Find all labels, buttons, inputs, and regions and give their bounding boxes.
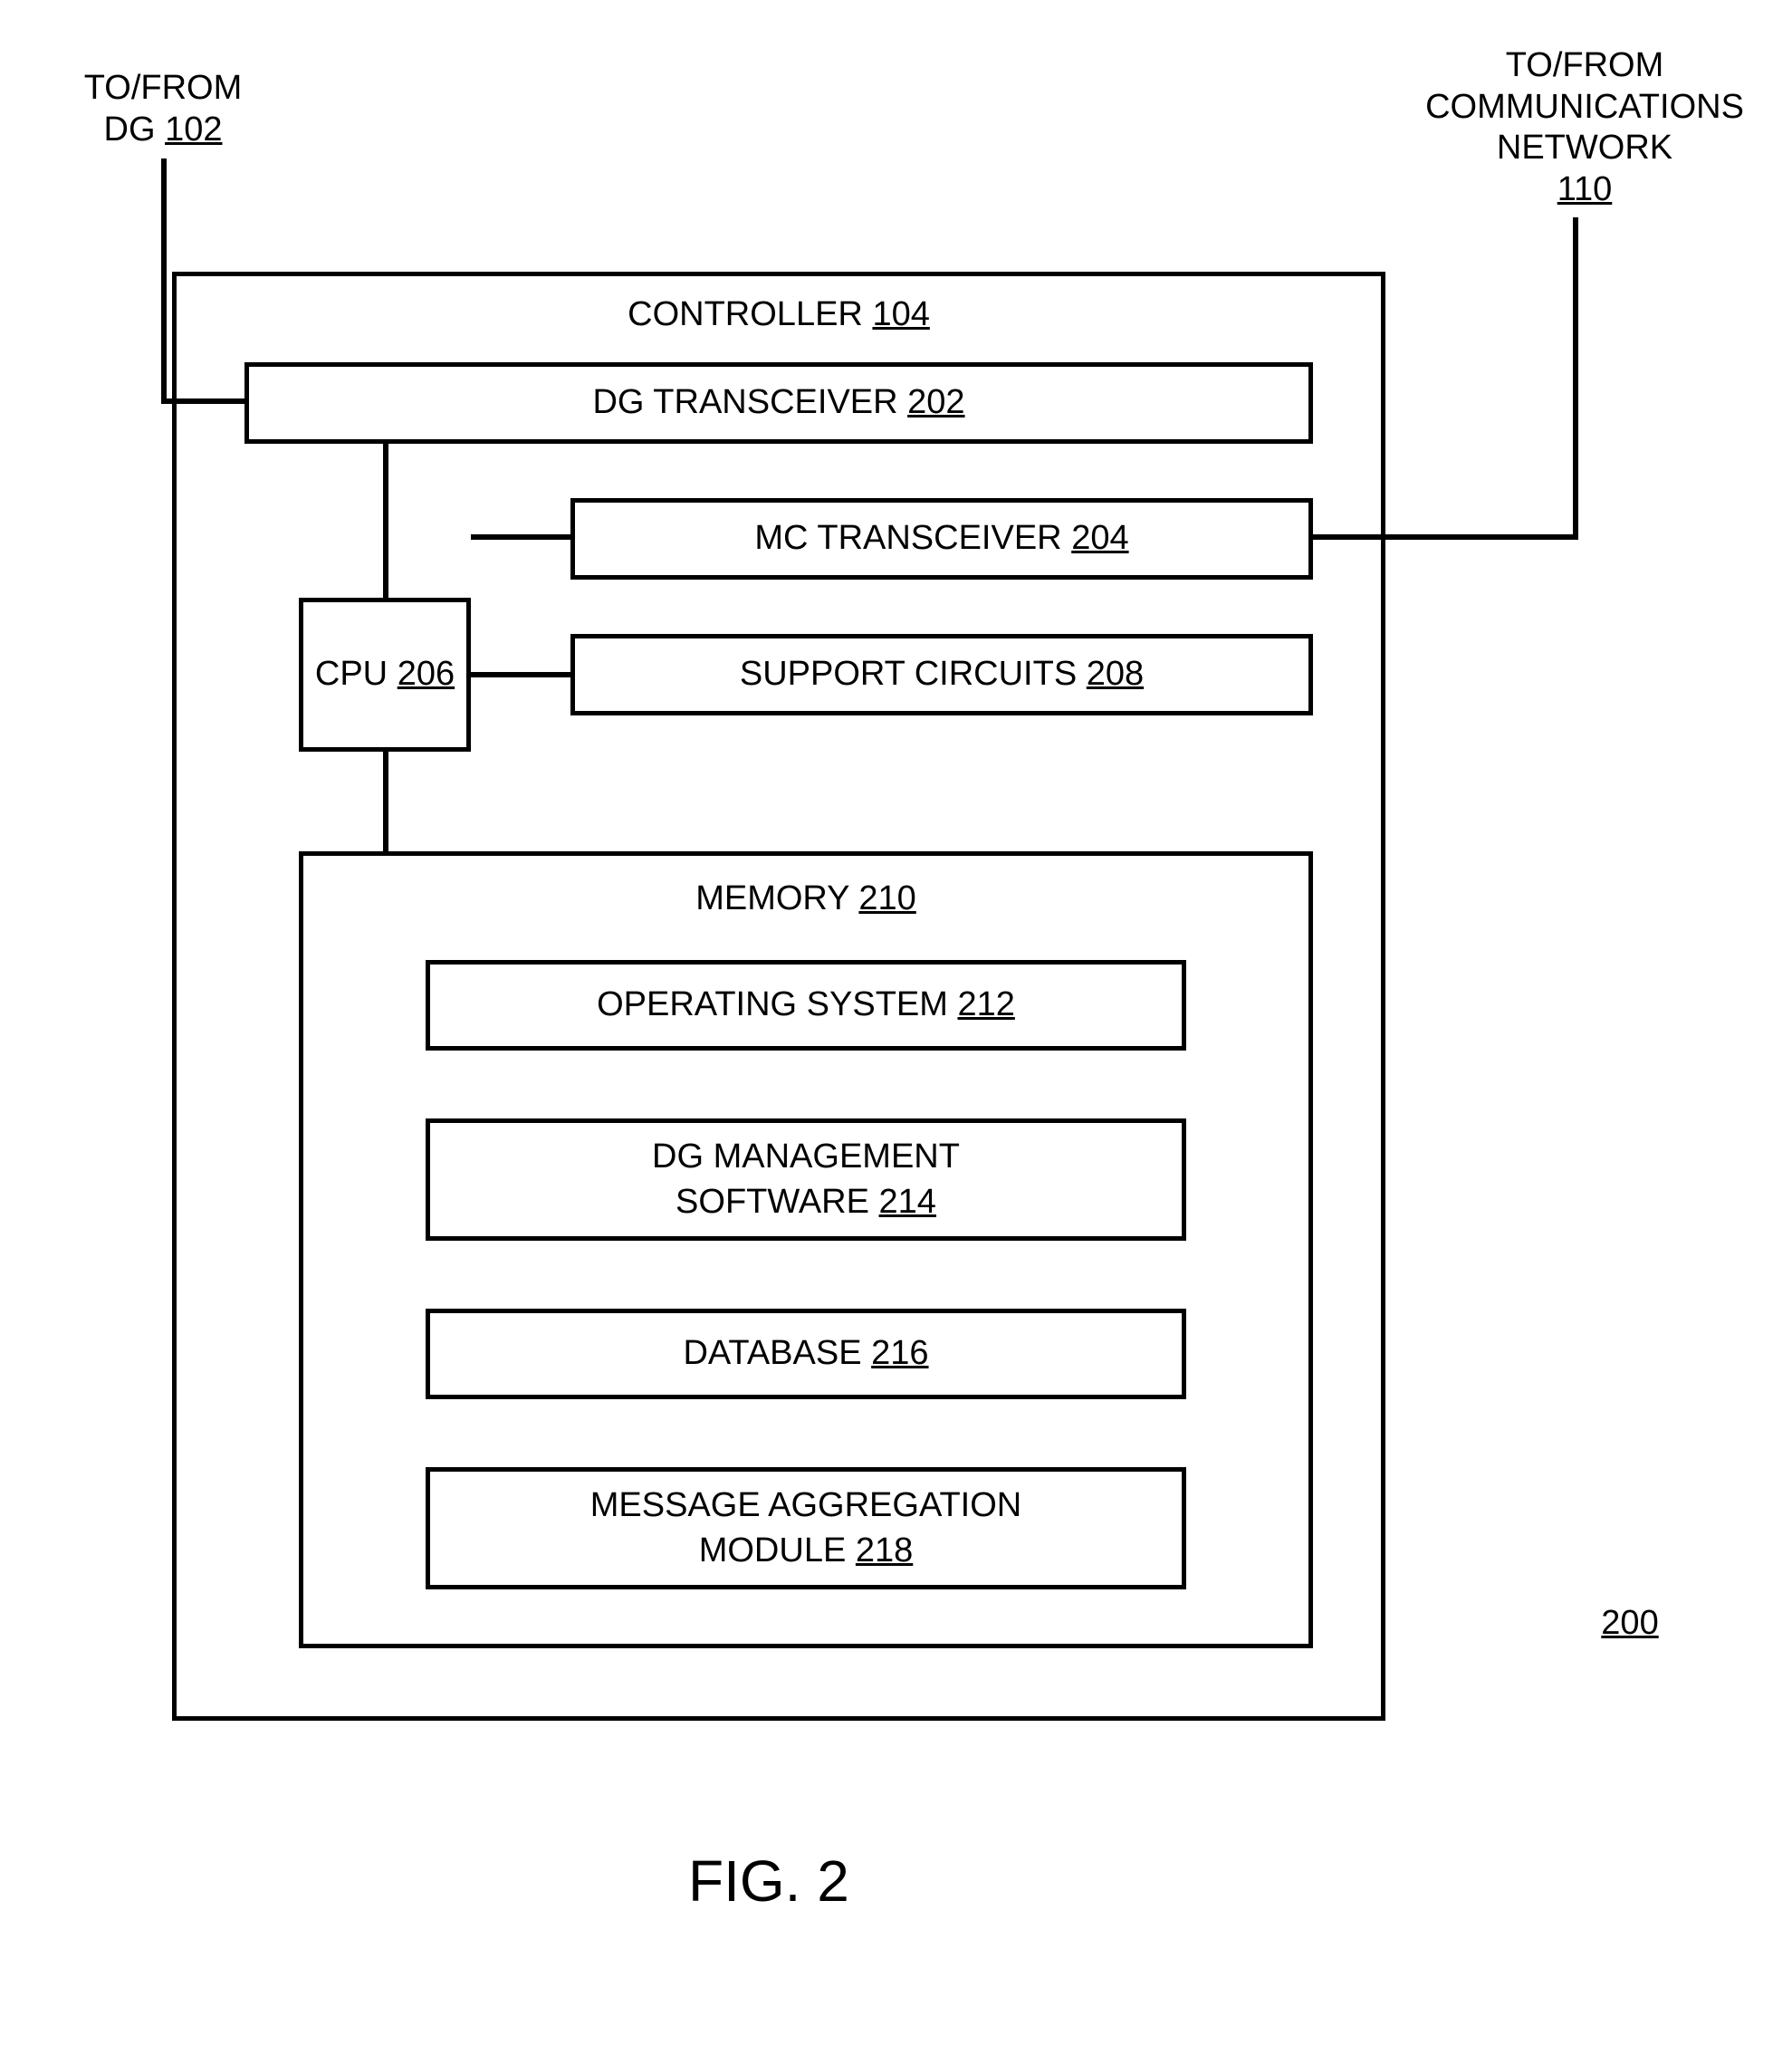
- dg-transceiver-ref: 202: [907, 383, 964, 421]
- db-ref: 216: [871, 1334, 928, 1372]
- msgagg-box: MESSAGE AGGREGATION MODULE 218: [426, 1467, 1186, 1589]
- dgmgmt-line1: DG MANAGEMENT: [652, 1137, 960, 1176]
- ext-left-label: TO/FROM DG 102: [54, 68, 272, 150]
- os-box: OPERATING SYSTEM 212: [426, 960, 1186, 1051]
- msgagg-label: MESSAGE AGGREGATION MODULE 218: [590, 1483, 1022, 1573]
- support-circuits-ref: 208: [1087, 655, 1144, 693]
- figure-label: FIG. 2: [688, 1848, 849, 1915]
- line-extright-v: [1573, 217, 1578, 539]
- db-box: DATABASE 216: [426, 1309, 1186, 1399]
- cpu-box: CPU 206: [299, 598, 471, 752]
- msgagg-ref: 218: [856, 1531, 913, 1569]
- ext-right-ref: 110: [1557, 170, 1613, 208]
- support-circuits-label: SUPPORT CIRCUITS 208: [740, 652, 1144, 696]
- dg-transceiver-label: DG TRANSCEIVER 202: [592, 380, 964, 425]
- db-label: DATABASE 216: [683, 1331, 928, 1376]
- ext-left-line2a: DG: [104, 110, 166, 149]
- mc-transceiver-box: MC TRANSCEIVER 204: [570, 498, 1313, 580]
- controller-name: CONTROLLER: [628, 295, 872, 333]
- line-cpu-support: [471, 672, 575, 677]
- mc-transceiver-label: MC TRANSCEIVER 204: [754, 516, 1128, 561]
- dgmgmt-label: DG MANAGEMENT SOFTWARE 214: [652, 1135, 960, 1224]
- mc-transceiver-name: MC TRANSCEIVER: [754, 519, 1071, 557]
- ext-right-line2: COMMUNICATIONS: [1425, 88, 1744, 126]
- controller-label: CONTROLLER 104: [244, 294, 1313, 336]
- memory-label: MEMORY 210: [299, 878, 1313, 920]
- line-cpu-mem: [383, 752, 388, 856]
- ext-right-line1: TO/FROM: [1506, 46, 1664, 84]
- db-name: DATABASE: [683, 1334, 871, 1372]
- cpu-ref: 206: [398, 655, 455, 693]
- page-ref: 200: [1576, 1603, 1684, 1645]
- os-ref: 212: [957, 985, 1014, 1023]
- line-extright-h: [1313, 534, 1578, 540]
- memory-ref: 210: [858, 879, 915, 917]
- os-label: OPERATING SYSTEM 212: [597, 983, 1015, 1027]
- memory-name: MEMORY: [695, 879, 858, 917]
- cpu-label: CPU 206: [315, 652, 455, 696]
- ext-right-label: TO/FROM COMMUNICATIONS NETWORK 110: [1394, 45, 1775, 210]
- ext-right-line3: NETWORK: [1497, 129, 1672, 167]
- dg-transceiver-box: DG TRANSCEIVER 202: [244, 362, 1313, 444]
- support-circuits-name: SUPPORT CIRCUITS: [740, 655, 1087, 693]
- support-circuits-box: SUPPORT CIRCUITS 208: [570, 634, 1313, 715]
- line-cpu-mc: [471, 534, 575, 540]
- mc-transceiver-ref: 204: [1071, 519, 1128, 557]
- dgmgmt-line2: SOFTWARE: [676, 1183, 878, 1221]
- line-extleft-h: [161, 398, 247, 404]
- diagram-canvas: TO/FROM DG 102 TO/FROM COMMUNICATIONS NE…: [36, 36, 1757, 2011]
- ext-left-ref: 102: [165, 110, 222, 149]
- dg-transceiver-name: DG TRANSCEIVER: [592, 383, 907, 421]
- page-ref-text: 200: [1601, 1604, 1658, 1642]
- dgmgmt-box: DG MANAGEMENT SOFTWARE 214: [426, 1118, 1186, 1241]
- line-dg-cpu: [383, 444, 388, 602]
- msgagg-line2: MODULE: [699, 1531, 856, 1569]
- controller-ref: 104: [872, 295, 929, 333]
- os-name: OPERATING SYSTEM: [597, 985, 957, 1023]
- line-extleft-v: [161, 158, 167, 403]
- ext-left-line1: TO/FROM: [84, 69, 243, 107]
- cpu-name: CPU: [315, 655, 398, 693]
- msgagg-line1: MESSAGE AGGREGATION: [590, 1486, 1022, 1524]
- dgmgmt-ref: 214: [879, 1183, 936, 1221]
